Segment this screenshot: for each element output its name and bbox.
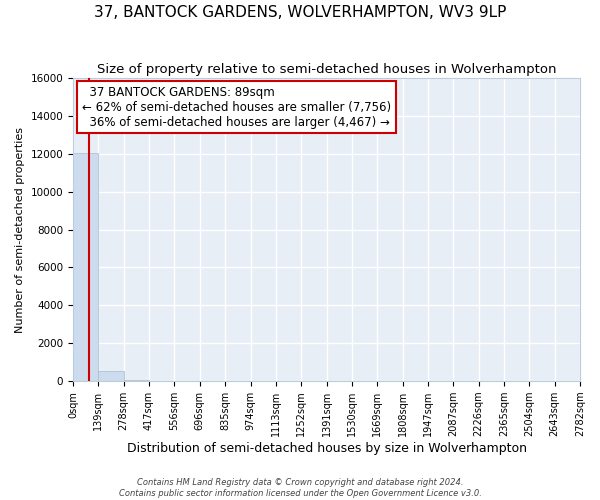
Bar [73, 153, 98, 381]
X-axis label: Distribution of semi-detached houses by size in Wolverhampton: Distribution of semi-detached houses by … [127, 442, 527, 455]
Text: 37 BANTOCK GARDENS: 89sqm
← 62% of semi-detached houses are smaller (7,756)
  36: 37 BANTOCK GARDENS: 89sqm ← 62% of semi-… [82, 86, 391, 128]
Text: Contains HM Land Registry data © Crown copyright and database right 2024.
Contai: Contains HM Land Registry data © Crown c… [119, 478, 481, 498]
Y-axis label: Number of semi-detached properties: Number of semi-detached properties [15, 126, 25, 332]
Bar [124, 380, 149, 381]
Bar [98, 371, 124, 381]
Title: Size of property relative to semi-detached houses in Wolverhampton: Size of property relative to semi-detach… [97, 62, 556, 76]
Text: 37, BANTOCK GARDENS, WOLVERHAMPTON, WV3 9LP: 37, BANTOCK GARDENS, WOLVERHAMPTON, WV3 … [94, 5, 506, 20]
